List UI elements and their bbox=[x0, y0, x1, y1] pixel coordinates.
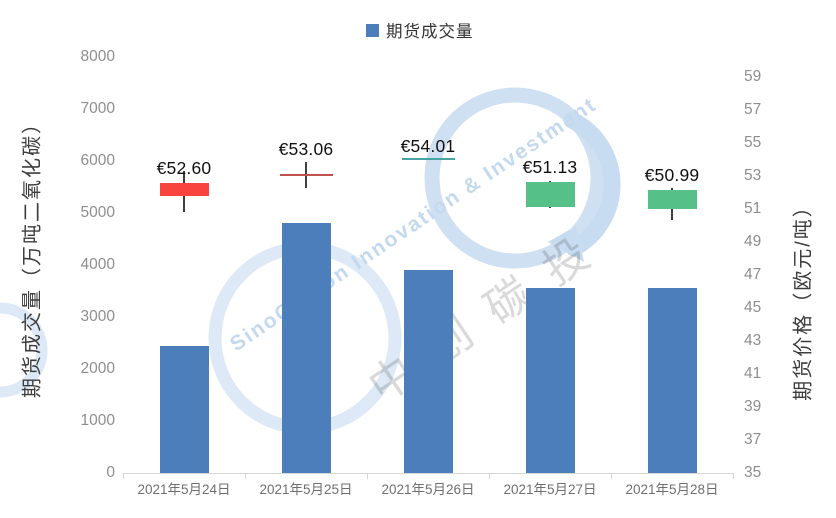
watermark-ring-left-edge bbox=[0, 302, 48, 398]
volume-bar bbox=[281, 223, 331, 473]
right-axis-tick-label: 59 bbox=[744, 68, 762, 85]
right-axis-tick-label: 39 bbox=[744, 398, 762, 415]
x-axis-tick bbox=[733, 473, 734, 479]
legend-swatch bbox=[366, 23, 379, 37]
left-axis-tick-label: 1000 bbox=[80, 412, 115, 429]
right-axis-tick-label: 51 bbox=[744, 200, 762, 217]
left-axis-tick-label: 7000 bbox=[80, 100, 115, 117]
x-axis-category-label: 2021年5月27日 bbox=[503, 482, 597, 497]
legend-label: 期货成交量 bbox=[386, 23, 474, 41]
x-axis-category-label: 2021年5月28日 bbox=[625, 482, 719, 497]
right-axis-tick-label: 57 bbox=[744, 101, 762, 118]
right-axis-tick-label: 55 bbox=[744, 134, 762, 151]
left-axis-tick-label: 8000 bbox=[80, 48, 115, 65]
volume-bar bbox=[647, 288, 697, 473]
right-axis-tick-label: 49 bbox=[744, 233, 762, 250]
right-axis-tick-label: 53 bbox=[744, 167, 762, 184]
right-axis-tick-label: 41 bbox=[744, 365, 762, 382]
right-axis-tick-label: 43 bbox=[744, 332, 762, 349]
x-axis-line bbox=[123, 473, 733, 474]
candle-body bbox=[159, 182, 209, 196]
candle-price-label: €50.99 bbox=[644, 165, 700, 186]
legend: 期货成交量 bbox=[366, 18, 474, 42]
right-axis-tick-label: 45 bbox=[744, 299, 762, 316]
x-axis-tick bbox=[489, 473, 490, 479]
candle-price-label: €53.06 bbox=[278, 138, 334, 159]
volume-bar bbox=[403, 270, 453, 473]
candle-body bbox=[525, 181, 575, 207]
x-axis-category-label: 2021年5月25日 bbox=[259, 482, 353, 497]
x-axis-category-label: 2021年5月26日 bbox=[381, 482, 475, 497]
candle-price-label: €52.60 bbox=[156, 157, 212, 178]
x-axis-tick bbox=[245, 473, 246, 479]
left-axis-tick-label: 3000 bbox=[80, 308, 115, 325]
candle-price-label: €51.13 bbox=[522, 156, 578, 177]
x-axis-tick bbox=[367, 473, 368, 479]
left-axis-tick-label: 2000 bbox=[80, 360, 115, 377]
candle-price-label: €54.01 bbox=[400, 136, 456, 157]
volume-bar bbox=[159, 345, 209, 473]
left-axis-tick-label: 0 bbox=[106, 464, 115, 481]
watermark-ring-top bbox=[424, 87, 606, 269]
left-axis-tick-label: 5000 bbox=[80, 204, 115, 221]
volume-bar bbox=[525, 288, 575, 473]
watermark-swoosh-arrowhead bbox=[548, 226, 584, 262]
right-axis-tick-label: 47 bbox=[744, 266, 762, 283]
right-axis-tick-label: 37 bbox=[744, 431, 762, 448]
watermark-swoosh bbox=[563, 111, 621, 257]
candle-doji-line bbox=[279, 174, 333, 176]
candle-body bbox=[647, 190, 697, 210]
x-axis-tick bbox=[611, 473, 612, 479]
left-axis-tick-label: 4000 bbox=[80, 256, 115, 273]
candle-doji-line bbox=[401, 158, 455, 161]
x-axis-tick bbox=[123, 473, 124, 479]
right-axis-tick-label: 35 bbox=[744, 464, 762, 481]
left-axis-tick-label: 6000 bbox=[80, 152, 115, 169]
x-axis-category-label: 2021年5月24日 bbox=[137, 482, 231, 497]
